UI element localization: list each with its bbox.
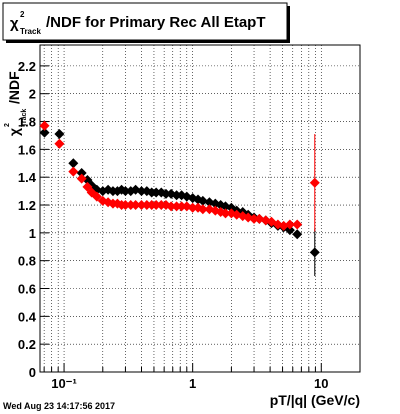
marker — [91, 191, 102, 202]
marker — [120, 200, 131, 211]
marker — [76, 173, 87, 184]
x-label: pT/|q| (GeV/c) — [270, 392, 360, 408]
marker — [54, 138, 65, 149]
y-tick-label: 2 — [29, 87, 36, 102]
y-tick-label: 0.4 — [18, 309, 37, 324]
x-tick-label: 10 — [314, 376, 328, 391]
marker — [309, 177, 320, 188]
marker — [284, 225, 295, 236]
plot-frame — [39, 44, 361, 373]
y-tick-label: 1.2 — [18, 198, 36, 213]
y-tick-label: 1 — [29, 226, 36, 241]
marker — [197, 195, 208, 206]
y-tick-label: 0.2 — [18, 337, 36, 352]
y-tick-label: 0.8 — [18, 254, 36, 269]
y-label-sub: Track — [21, 109, 28, 127]
marker — [151, 187, 162, 198]
title-text: /NDF for Primary Rec All EtapT — [46, 14, 266, 31]
marker — [249, 213, 260, 224]
marker — [176, 201, 187, 212]
marker — [292, 229, 303, 240]
marker — [187, 202, 198, 213]
marker — [39, 127, 50, 138]
marker — [309, 247, 320, 258]
title-symbol: χ — [10, 15, 19, 32]
marker — [39, 120, 50, 131]
y-tick-label: 1.6 — [18, 142, 36, 157]
marker — [130, 200, 141, 211]
y-tick-label: 1.4 — [18, 170, 37, 185]
marker — [166, 201, 177, 212]
marker — [54, 129, 65, 140]
marker — [76, 168, 87, 179]
marker — [151, 200, 162, 211]
marker — [136, 186, 147, 197]
y-tick-label: 0.6 — [18, 282, 36, 297]
title-sup: 2 — [20, 10, 25, 19]
marker — [68, 158, 79, 169]
x-tick-label: 1 — [189, 376, 196, 391]
y-label: χ 2 Track /NDF — [4, 71, 28, 136]
marker — [68, 166, 79, 177]
y-tick-label: 1.8 — [18, 115, 36, 130]
marker — [284, 219, 295, 230]
footer: Wed Aug 23 14:17:56 2017 — [3, 401, 115, 411]
y-tick-label: 0 — [29, 365, 36, 380]
marker — [160, 188, 171, 199]
title-sub: Track — [20, 27, 41, 36]
title-box — [2, 2, 288, 41]
marker — [120, 186, 131, 197]
marker — [197, 204, 208, 215]
marker — [136, 200, 147, 211]
marker — [292, 219, 303, 230]
y-label-text: /NDF — [6, 71, 22, 104]
marker — [220, 208, 231, 219]
x-tick-label: 10⁻¹ — [51, 376, 77, 391]
y-label-sup: 2 — [4, 123, 11, 127]
y-label-symbol: χ — [6, 128, 22, 136]
y-tick-label: 2.2 — [18, 59, 36, 74]
